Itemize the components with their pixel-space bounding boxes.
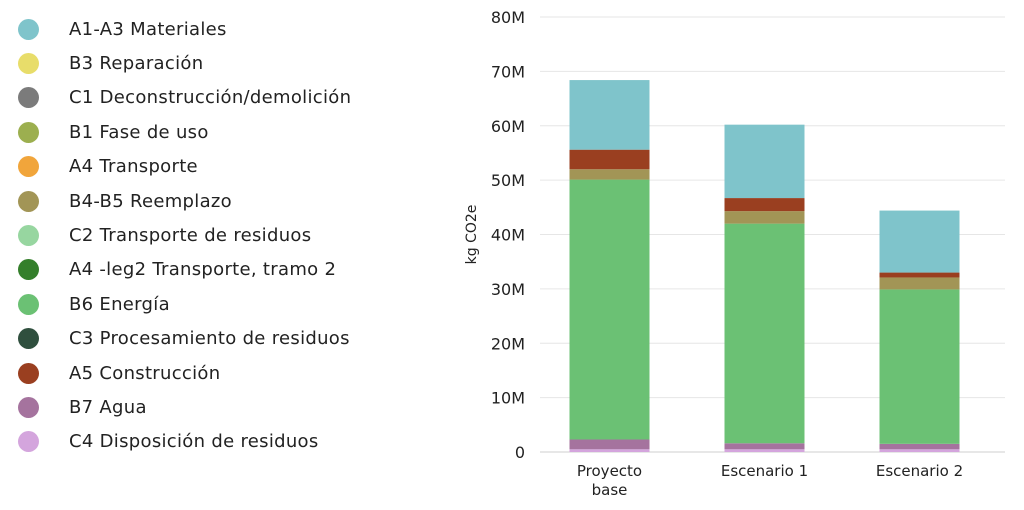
bar-segment	[569, 449, 650, 452]
legend-label: C4 Disposición de residuos	[69, 431, 319, 453]
legend-item: B6 Energía	[18, 287, 351, 321]
bar-segment	[724, 223, 805, 444]
legend-item: A4 -leg2 Transporte, tramo 2	[18, 253, 351, 287]
bar-segment	[569, 169, 650, 180]
legend-label: B1 Fase de uso	[69, 121, 209, 143]
y-tick-label: 70M	[491, 62, 525, 81]
legend-swatch	[18, 431, 39, 453]
legend-label: B7 Agua	[69, 396, 147, 418]
legend-item: C3 Procesamiento de residuos	[18, 322, 351, 356]
legend-item: B1 Fase de uso	[18, 115, 351, 149]
bar-segment	[569, 80, 650, 150]
legend-item: C2 Transporte de residuos	[18, 218, 351, 252]
legend-swatch	[18, 293, 39, 315]
bar-segment	[569, 439, 650, 450]
y-tick-label: 80M	[491, 8, 525, 27]
chart-legend: A1-A3 Materiales B3 Reparación C1 Deconstr…	[18, 12, 351, 459]
legend-swatch	[18, 87, 39, 109]
bar-segment	[569, 179, 650, 440]
legend-label: B3 Reparación	[69, 53, 204, 75]
legend-swatch	[18, 259, 39, 281]
bar-segment	[879, 449, 960, 452]
bar-segment	[724, 124, 805, 199]
legend-swatch	[18, 156, 39, 178]
legend-item: B3 Reparación	[18, 46, 351, 80]
legend-label: B6 Energía	[69, 293, 170, 315]
legend-item: C4 Disposición de residuos	[18, 425, 351, 459]
bar-segment	[879, 272, 960, 278]
legend-label: C2 Transporte de residuos	[69, 225, 312, 247]
legend-label: A5 Construcción	[69, 362, 221, 384]
legend-label: A4 Transporte	[69, 156, 198, 178]
y-tick-label: 60M	[491, 117, 525, 136]
y-tick-label: 30M	[491, 280, 525, 299]
bar-segment	[879, 277, 960, 290]
bar-segment	[724, 198, 805, 212]
legend-swatch	[18, 225, 39, 247]
legend-swatch	[18, 18, 39, 40]
y-axis-title: kg CO2e	[464, 205, 480, 265]
legend-swatch	[18, 362, 39, 384]
bar-segment	[724, 443, 805, 450]
legend-swatch	[18, 53, 39, 75]
legend-item: A4 Transporte	[18, 150, 351, 184]
legend-swatch	[18, 328, 39, 350]
legend-item: B7 Agua	[18, 390, 351, 424]
y-tick-label: 0	[515, 443, 525, 462]
legend-label: C3 Procesamiento de residuos	[69, 328, 350, 350]
legend-swatch	[18, 396, 39, 418]
legend-label: C1 Deconstrucción/demolición	[69, 87, 352, 109]
y-tick-label: 40M	[491, 226, 525, 245]
bar-segment	[879, 289, 960, 444]
y-tick-label: 50M	[491, 171, 525, 190]
y-tick-label: 10M	[491, 389, 525, 408]
bar-segment	[724, 211, 805, 224]
legend-item: A5 Construcción	[18, 356, 351, 390]
bar-segment	[879, 210, 960, 273]
x-category-label: Escenario 1	[721, 462, 808, 480]
legend-label: B4-B5 Reemplazo	[69, 190, 232, 212]
bar-segment	[569, 149, 650, 170]
legend-label: A1-A3 Materiales	[69, 18, 227, 40]
x-category-label: Proyecto	[577, 462, 642, 480]
x-category-label: base	[592, 481, 628, 499]
legend-label: A4 -leg2 Transporte, tramo 2	[69, 259, 337, 281]
x-category-label: Escenario 2	[876, 462, 963, 480]
legend-swatch	[18, 121, 39, 143]
legend-swatch	[18, 190, 39, 212]
legend-item: C1 Deconstrucción/demolición	[18, 81, 351, 115]
legend-item: A1-A3 Materiales	[18, 12, 351, 46]
bar-segment	[724, 449, 805, 452]
y-tick-label: 20M	[491, 334, 525, 353]
stacked-bar-chart: 0 10M 20M 30M 40M 50M 60M 70M 80M kg CO2e Proyecto…	[464, 8, 1005, 499]
legend-item: B4-B5 Reemplazo	[18, 184, 351, 218]
bar-segment	[879, 443, 960, 450]
